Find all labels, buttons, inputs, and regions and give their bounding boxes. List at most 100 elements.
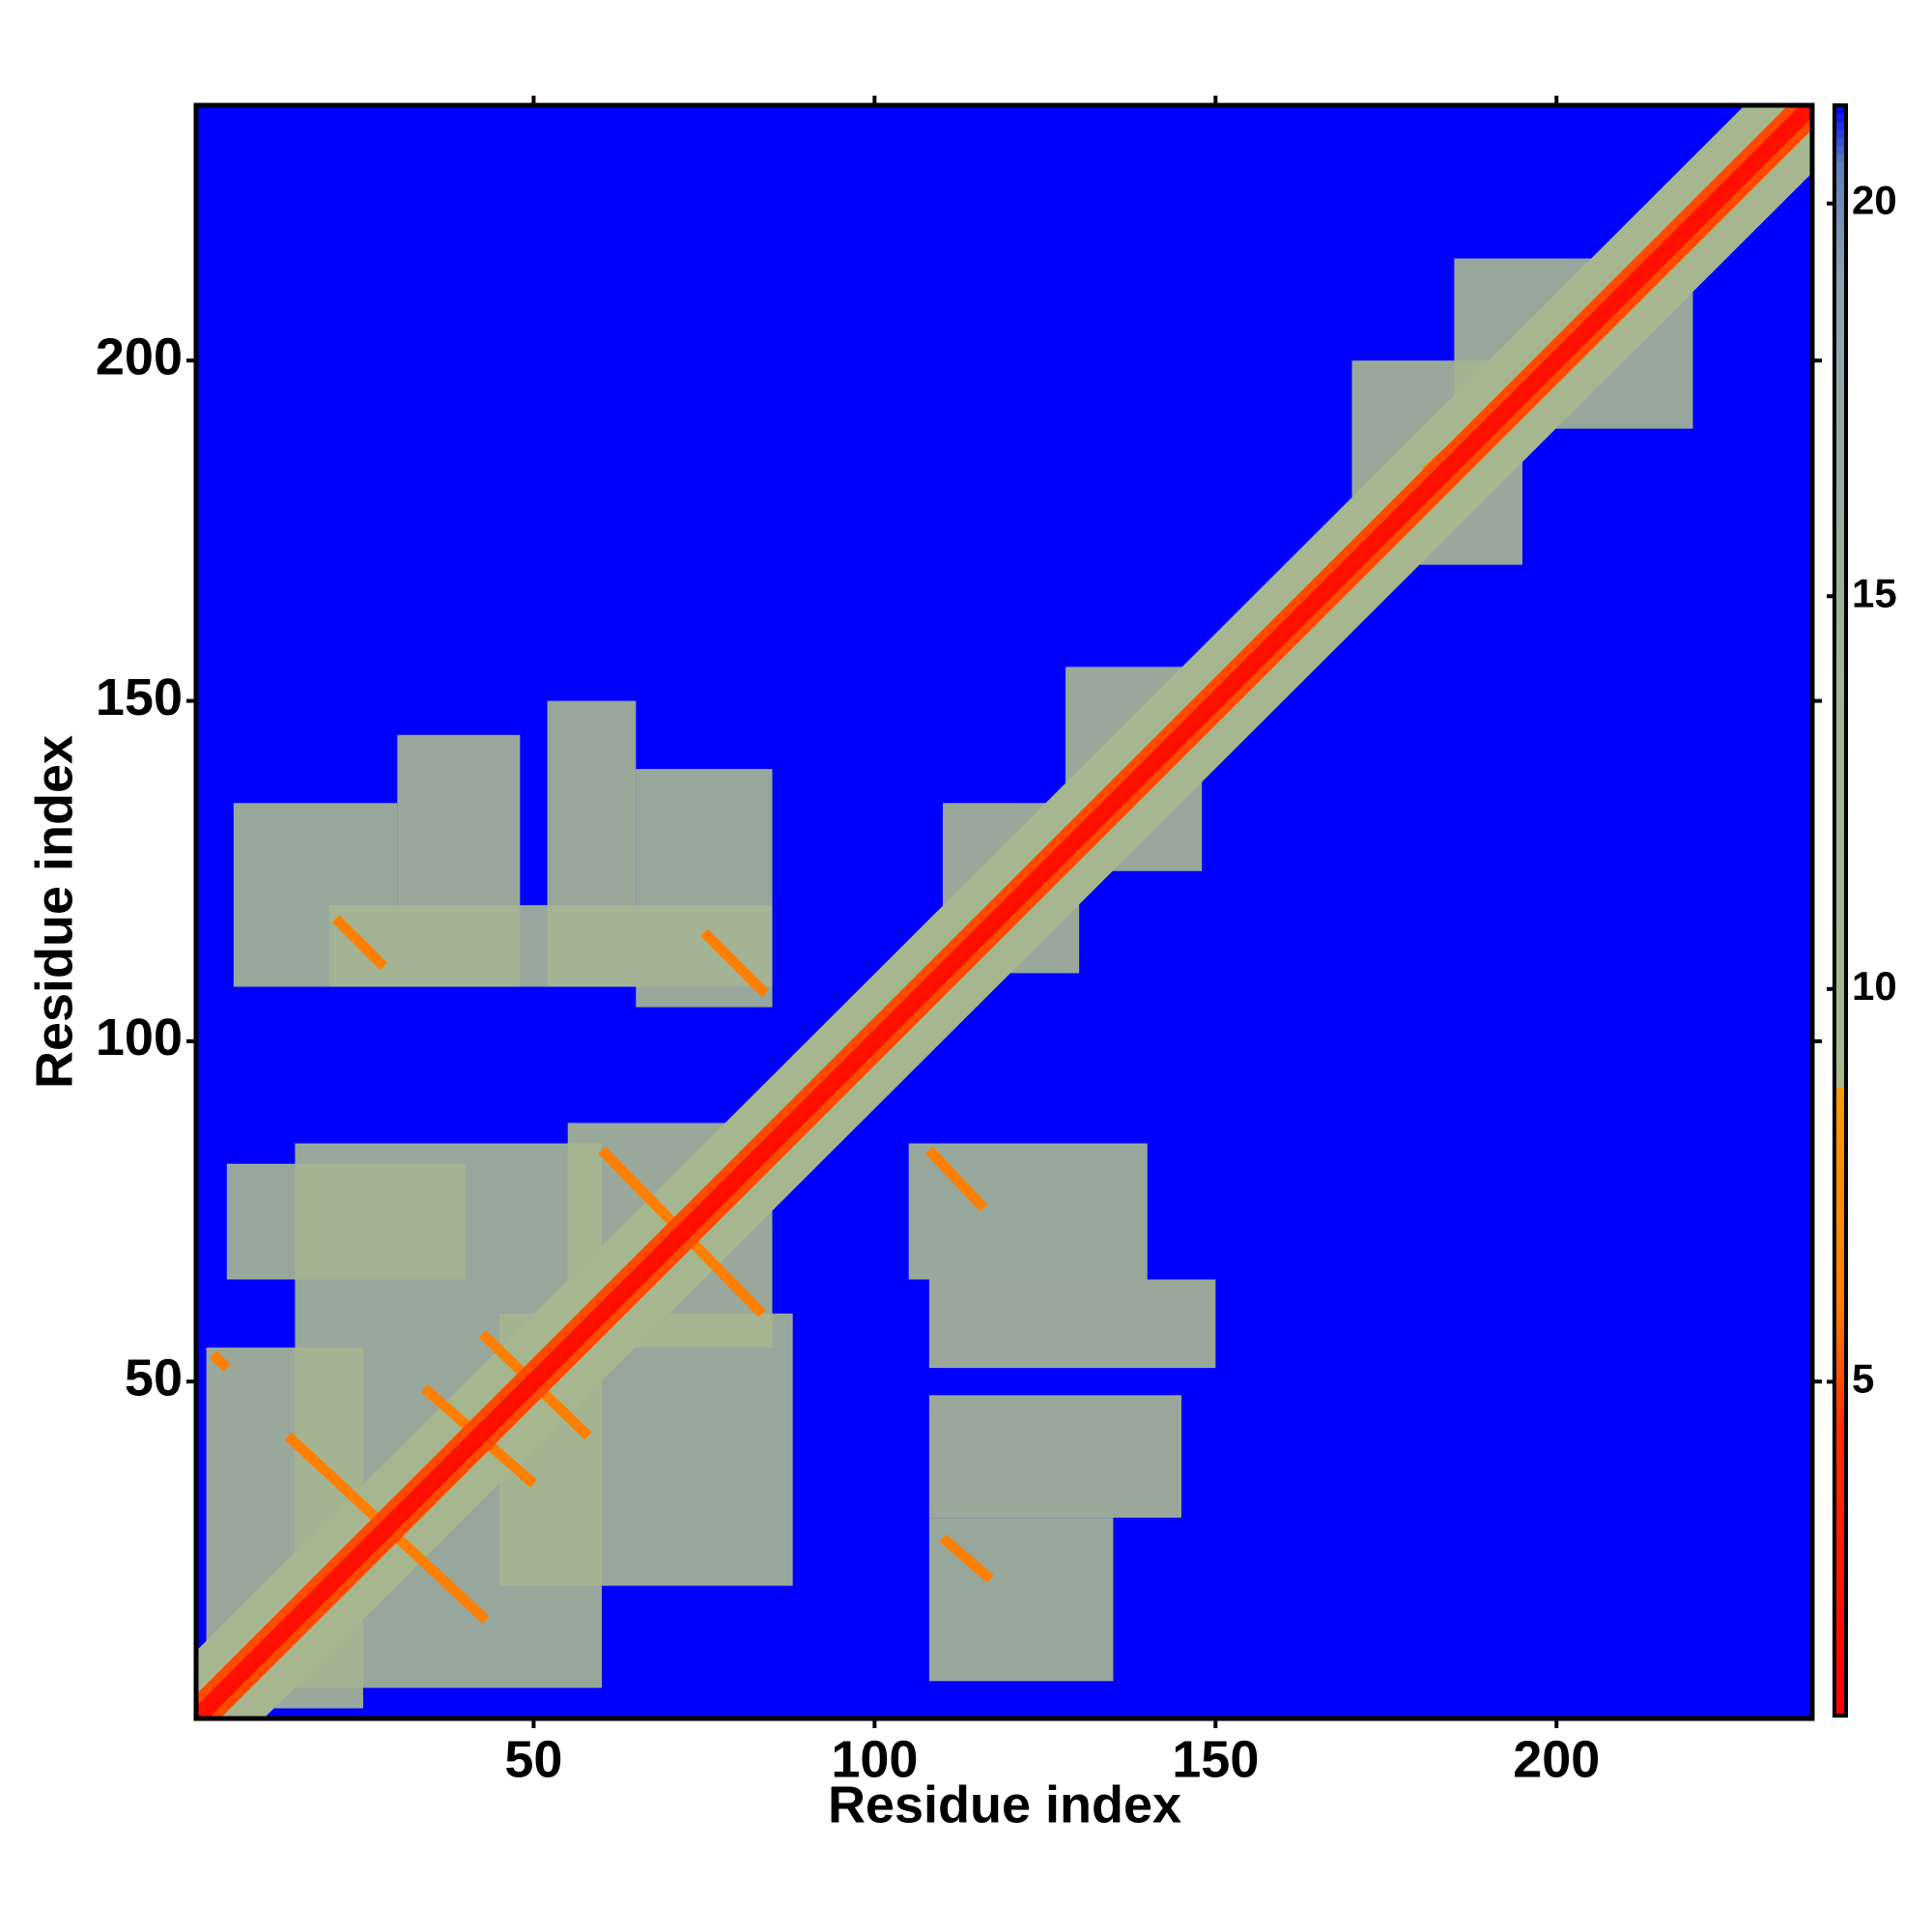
colorbar-segment [1834, 266, 1846, 275]
contact-band [209, 1350, 231, 1372]
colorbar-segment [1834, 1007, 1846, 1016]
colorbar-segment [1834, 1264, 1846, 1274]
colorbar-segment [1834, 773, 1846, 782]
y-tick-label: 200 [96, 328, 183, 386]
colorbar-segment [1834, 975, 1846, 984]
colorbar-segment [1834, 1289, 1846, 1298]
colorbar-segment [1834, 1699, 1846, 1709]
x-tick-label: 200 [1513, 1730, 1600, 1788]
colorbar-segment [1834, 178, 1846, 186]
colorbar-segment [1834, 637, 1846, 645]
x-tick-label: 150 [1172, 1730, 1259, 1788]
colorbar-segment [1834, 700, 1846, 710]
colorbar-segment [1834, 113, 1846, 123]
contact-band [700, 928, 770, 998]
colorbar-segment [1834, 145, 1846, 155]
colorbar-segment [1834, 1103, 1846, 1113]
colorbar-segment [1834, 1047, 1846, 1057]
colorbar-segment [1834, 1458, 1846, 1467]
colorbar-segment [1834, 1497, 1846, 1507]
colorbar-segment [1834, 951, 1846, 960]
colorbar-segment [1834, 323, 1846, 331]
colorbar-segment [1834, 1521, 1846, 1531]
colorbar-segment [1834, 1127, 1846, 1137]
colorbar-segment [1834, 1151, 1846, 1161]
colorbar-segment [1834, 379, 1846, 388]
colorbar-segment [1834, 845, 1846, 855]
plot-area [196, 105, 1812, 1719]
y-axis-title: Residue index [25, 735, 83, 1089]
colorbar-segment [1834, 854, 1846, 863]
colorbar-segment [1834, 1449, 1846, 1459]
y-tick-label: 50 [125, 1349, 183, 1406]
colorbar-segment [1834, 894, 1846, 903]
colorbar-segment [1834, 1546, 1846, 1555]
colorbar-segment [1834, 1248, 1846, 1258]
colorbar-segment [1834, 1095, 1846, 1105]
colorbar-segment [1834, 330, 1846, 340]
colorbar-segment [1834, 435, 1846, 444]
colorbar-segment [1834, 516, 1846, 525]
colorbar-segment [1834, 1490, 1846, 1499]
x-tick-label: 50 [504, 1730, 562, 1788]
colorbar-segment [1834, 1482, 1846, 1492]
colorbar-segment [1834, 797, 1846, 807]
contact-patch [928, 1279, 1216, 1369]
colorbar-segment [1834, 1313, 1846, 1322]
colorbar-segment [1834, 137, 1846, 147]
colorbar-segment [1834, 1176, 1846, 1185]
colorbar-segment [1834, 298, 1846, 307]
colorbar-segment [1834, 717, 1846, 726]
colorbar-segment [1834, 1506, 1846, 1516]
colorbar-segment [1834, 765, 1846, 775]
colorbar-segment [1834, 468, 1846, 476]
colorbar-segment [1834, 1321, 1846, 1330]
colorbar-segment [1834, 1272, 1846, 1282]
colorbar-segment [1834, 806, 1846, 814]
colorbar-segment [1834, 1385, 1846, 1395]
colorbar-segment [1834, 741, 1846, 751]
colorbar-segment [1834, 1627, 1846, 1636]
colorbar-segment [1834, 121, 1846, 130]
colorbar-segment [1834, 966, 1846, 976]
colorbar-segment [1834, 838, 1846, 847]
colorbar-segment [1834, 1659, 1846, 1668]
colorbar-segment [1834, 942, 1846, 952]
contact-band [196, 105, 1812, 1719]
colorbar-segment [1834, 1296, 1846, 1306]
colorbar-segment [1834, 306, 1846, 316]
contact-patch [328, 904, 773, 987]
colorbar-segment [1834, 1603, 1846, 1612]
colorbar-segment [1834, 1642, 1846, 1652]
colorbar-segment [1834, 1538, 1846, 1548]
y-tick-label: 150 [96, 668, 183, 726]
colorbar-segment [1834, 1683, 1846, 1692]
colorbar-tick-label: 15 [1852, 570, 1897, 615]
colorbar-segment [1834, 1111, 1846, 1121]
x-axis-title: Residue index [828, 1776, 1181, 1833]
colorbar-segment [1834, 154, 1846, 162]
colorbar-segment [1834, 1135, 1846, 1145]
colorbar-segment [1834, 564, 1846, 573]
colorbar-segment [1834, 531, 1846, 541]
colorbar-segment [1834, 451, 1846, 461]
colorbar-segment [1834, 314, 1846, 324]
colorbar-segment [1834, 676, 1846, 686]
colorbar-segment [1834, 1038, 1846, 1048]
colorbar-segment [1834, 1441, 1846, 1451]
plot-frame [193, 102, 1815, 1721]
colorbar-segment [1834, 862, 1846, 871]
colorbar-segment [1834, 1168, 1846, 1178]
colorbar-segment [1834, 652, 1846, 662]
colorbar-segment [1834, 1473, 1846, 1483]
contact-patch [226, 1163, 466, 1280]
y-tick-label: 100 [96, 1009, 183, 1066]
x-tick-label: 100 [831, 1730, 918, 1788]
colorbar-segment [1834, 869, 1846, 879]
colorbar-segment [1834, 596, 1846, 606]
colorbar-segment [1834, 1352, 1846, 1362]
colorbar-segment [1834, 483, 1846, 493]
colorbar-segment [1834, 290, 1846, 299]
colorbar-segment [1834, 926, 1846, 936]
